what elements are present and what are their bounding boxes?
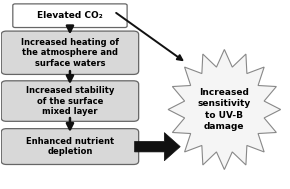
FancyBboxPatch shape — [1, 31, 139, 74]
FancyBboxPatch shape — [1, 129, 139, 164]
Text: Enhanced nutrient
depletion: Enhanced nutrient depletion — [26, 137, 114, 156]
Text: Elevated CO₂: Elevated CO₂ — [37, 11, 103, 20]
Polygon shape — [168, 50, 281, 170]
Text: Increased
sensitivity
to UV-B
damage: Increased sensitivity to UV-B damage — [198, 88, 251, 131]
Text: Increased heating of
the atmosphere and
surface waters: Increased heating of the atmosphere and … — [21, 38, 119, 68]
Polygon shape — [135, 133, 180, 161]
FancyBboxPatch shape — [1, 81, 139, 121]
Text: Increased stability
of the surface
mixed layer: Increased stability of the surface mixed… — [26, 86, 114, 116]
FancyBboxPatch shape — [13, 4, 127, 28]
